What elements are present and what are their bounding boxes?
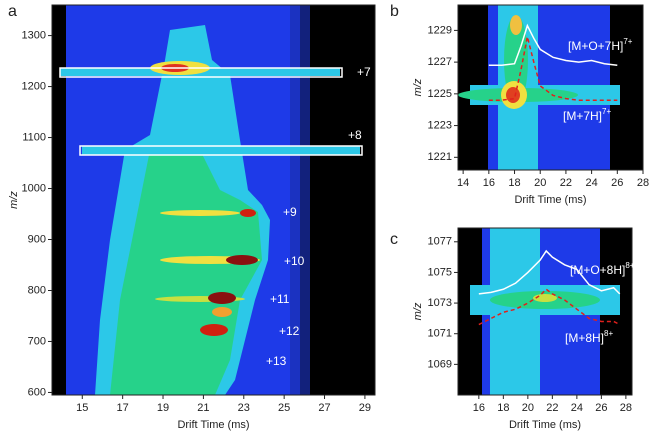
ion-name: [M+8H] bbox=[565, 331, 604, 345]
panel-label: a bbox=[8, 3, 17, 20]
x-tick-label: 29 bbox=[359, 402, 371, 414]
x-tick-label: 20 bbox=[534, 177, 546, 189]
charge-label: +9 bbox=[283, 205, 297, 219]
charge-label: +13 bbox=[266, 354, 287, 368]
x-axis-title: Drift Time (ms) bbox=[177, 419, 249, 431]
y-tick-label: 1073 bbox=[428, 297, 452, 309]
charge-label: +10 bbox=[284, 254, 305, 268]
y-tick-label: 900 bbox=[28, 233, 46, 245]
x-tick-label: 26 bbox=[611, 177, 623, 189]
selection-box bbox=[59, 67, 343, 78]
ion-label: [M+7H]7+ bbox=[563, 107, 611, 123]
x-tick-label: 28 bbox=[620, 402, 632, 414]
ion-name: [M+7H] bbox=[563, 109, 602, 123]
x-tick-label: 25 bbox=[278, 402, 290, 414]
y-axis-title: m/z bbox=[412, 302, 424, 320]
y-tick-label: 700 bbox=[28, 335, 46, 347]
ion-name: [M+O+8H] bbox=[570, 263, 625, 277]
y-tick-label: 1227 bbox=[428, 56, 452, 68]
ion-charge: 7+ bbox=[602, 107, 611, 116]
y-tick-label: 800 bbox=[28, 284, 46, 296]
y-axis-title: m/z bbox=[8, 191, 20, 209]
ion-name: [M+O+7H] bbox=[568, 39, 623, 53]
panel-label: b bbox=[390, 3, 399, 20]
charge-label: +8 bbox=[348, 128, 362, 142]
x-tick-label: 17 bbox=[117, 402, 129, 414]
y-tick-label: 1200 bbox=[22, 80, 46, 92]
trace-line bbox=[478, 288, 621, 326]
x-tick-label: 15 bbox=[76, 402, 88, 414]
heatmap-c bbox=[458, 228, 632, 395]
ion-charge: 8+ bbox=[604, 329, 613, 338]
x-tick-label: 20 bbox=[522, 402, 534, 414]
ion-charge: 8+ bbox=[625, 261, 634, 270]
charge-label: +12 bbox=[279, 324, 300, 338]
plot-frame bbox=[457, 4, 644, 171]
x-tick-label: 22 bbox=[560, 177, 572, 189]
y-tick-label: 600 bbox=[28, 386, 46, 398]
x-tick-label: 23 bbox=[238, 402, 250, 414]
x-tick-label: 22 bbox=[546, 402, 558, 414]
x-tick-label: 24 bbox=[571, 402, 583, 414]
heatmap-a bbox=[52, 5, 375, 395]
ion-label: [M+8H]8+ bbox=[565, 329, 613, 345]
plot-frame bbox=[51, 4, 376, 396]
ion-label: [M+O+7H]7+ bbox=[568, 37, 633, 53]
y-tick-label: 1077 bbox=[428, 236, 452, 248]
charge-label: +11 bbox=[270, 292, 290, 306]
x-tick-label: 21 bbox=[197, 402, 209, 414]
panel-label: c bbox=[390, 231, 398, 248]
x-tick-label: 16 bbox=[473, 402, 485, 414]
trace-line bbox=[478, 249, 621, 295]
x-tick-label: 18 bbox=[508, 177, 520, 189]
x-tick-label: 28 bbox=[637, 177, 649, 189]
plot-frame bbox=[457, 227, 633, 396]
charge-label: +7 bbox=[357, 65, 371, 79]
y-tick-label: 1069 bbox=[428, 358, 452, 370]
y-tick-label: 1000 bbox=[22, 182, 46, 194]
y-tick-label: 1225 bbox=[428, 88, 452, 100]
x-axis-title: Drift Time (ms) bbox=[514, 194, 586, 206]
x-tick-label: 14 bbox=[457, 177, 469, 189]
ion-charge: 7+ bbox=[623, 37, 632, 46]
x-tick-label: 27 bbox=[318, 402, 330, 414]
y-tick-label: 1075 bbox=[428, 266, 452, 278]
y-tick-label: 1223 bbox=[428, 119, 452, 131]
y-tick-label: 1300 bbox=[22, 29, 46, 41]
ion-label: [M+O+8H]8+ bbox=[570, 261, 635, 277]
x-axis-title: Drift Time (ms) bbox=[509, 419, 581, 431]
y-tick-label: 1071 bbox=[428, 328, 452, 340]
x-tick-label: 18 bbox=[497, 402, 509, 414]
y-tick-label: 1229 bbox=[428, 24, 452, 36]
x-tick-label: 19 bbox=[157, 402, 169, 414]
selection-box bbox=[79, 145, 363, 156]
y-axis-title: m/z bbox=[412, 78, 424, 96]
x-tick-label: 24 bbox=[585, 177, 597, 189]
heatmap-b bbox=[458, 5, 643, 170]
x-tick-label: 26 bbox=[595, 402, 607, 414]
x-tick-label: 16 bbox=[483, 177, 495, 189]
y-tick-label: 1221 bbox=[428, 151, 452, 163]
y-tick-label: 1100 bbox=[22, 131, 46, 143]
trace-line bbox=[488, 23, 618, 67]
